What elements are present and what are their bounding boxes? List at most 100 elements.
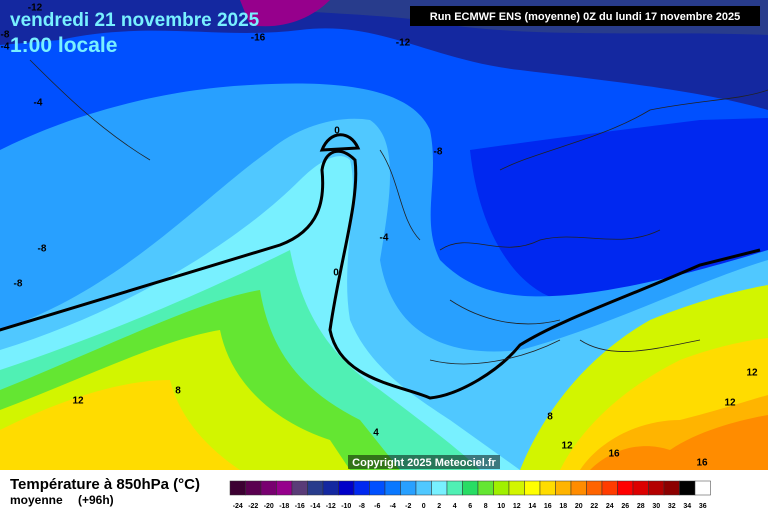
contour-label: 16 [696,458,708,469]
scale-tick-label: 22 [590,503,598,510]
scale-tick-label: -20 [264,503,274,510]
scale-swatch [229,480,246,496]
map-title: vendredi 21 novembre 2025 [10,10,260,31]
scale-tick-label: 36 [699,503,707,510]
contour-label: -12 [28,3,43,14]
scale-swatch [291,480,308,496]
legend-title: Température à 850hPa (°C) [10,476,200,493]
contour-label: -4 [34,98,43,109]
scale-swatch [493,480,510,496]
contour-label: 12 [72,396,84,407]
contour-label: 8 [547,412,553,423]
scale-tick-label: 8 [484,503,488,510]
scale-tick-label: -24 [233,503,243,510]
scale-swatch [617,480,634,496]
scale-tick-label: 4 [453,503,457,510]
scale-tick-label: 32 [668,503,676,510]
contour-label: 12 [724,398,736,409]
scale-tick-label: 30 [652,503,660,510]
scale-tick-label: 24 [606,503,614,510]
scale-tick-label: -8 [359,503,365,510]
contour-label: 16 [608,449,620,460]
scale-tick-label: -6 [374,503,380,510]
contour-label: -8 [14,279,23,290]
scale-tick-label: -4 [390,503,396,510]
scale-swatch [462,480,479,496]
copyright-banner [348,455,500,469]
scale-tick-label: -22 [248,503,258,510]
coastline [29,59,768,365]
contour-label: 12 [561,441,573,452]
scale-swatch [338,480,355,496]
contour-label: 8 [175,386,181,397]
scale-swatch [353,480,370,496]
scale-tick-label: -14 [310,503,320,510]
cold-core [240,0,330,27]
scale-tick-label: 14 [528,503,536,510]
scale-tick-label: -2 [405,503,411,510]
scale-tick-label: 20 [575,503,583,510]
scale-swatch [632,480,649,496]
contour-label: -12 [396,38,411,49]
scale-swatch [415,480,432,496]
contour-label: 0 [333,268,339,279]
scale-tick-label: -16 [295,503,305,510]
scale-tick-label: 18 [559,503,567,510]
scale-tick-label: 2 [437,503,441,510]
copyright: Copyright 2025 Meteociel.fr [352,457,496,469]
scale-swatch [276,480,293,496]
scale-swatch [307,480,324,496]
contour-label: -8 [434,147,443,158]
contour-label: -16 [251,33,266,44]
scale-swatch [477,480,494,496]
zero-isotherm [319,133,361,152]
scale-tick-label: 10 [497,503,505,510]
scale-swatch [586,480,603,496]
scale-swatch [539,480,556,496]
scale-swatch [431,480,448,496]
scale-swatch [648,480,665,496]
contour-label: -8 [1,30,10,41]
contour-label: 0 [334,126,340,137]
scale-swatch [555,480,572,496]
color-scale: -24 -22 -20 -18 -16 -14 -12 -10 -8 -6 -4 -2 0 2 4 6 8 10 1… [229,480,711,510]
scale-swatch [260,480,277,496]
legend-mode: moyenne [10,493,63,507]
scale-swatch [694,480,711,496]
scale-tick-label: 16 [544,503,552,510]
scale-tick-label: 34 [683,503,691,510]
scale-swatch [663,480,680,496]
run-banner [410,6,760,26]
zero-isotherm [0,149,761,400]
contour-label: -8 [38,244,47,255]
contour-label: 4 [373,428,379,439]
run-info: Run ECMWF ENS (moyenne) 0Z du lundi 17 n… [430,11,741,23]
contour-label: 12 [746,368,758,379]
scale-swatch [524,480,541,496]
scale-swatch [601,480,618,496]
scale-swatch [245,480,262,496]
scale-swatch [508,480,525,496]
hot-zone [590,415,768,470]
scale-swatch [679,480,696,496]
scale-tick-label: 0 [422,503,426,510]
scale-swatch [369,480,386,496]
scale-swatch [446,480,463,496]
map-subtitle: 1:00 locale [10,34,117,57]
scale-swatch [570,480,587,496]
contour-label: -4 [1,42,10,53]
contour-label: -4 [380,233,389,244]
scale-swatch [384,480,401,496]
scale-tick-label: -12 [326,503,336,510]
scale-tick-label: -10 [341,503,351,510]
scale-tick-label: 26 [621,503,629,510]
scale-tick-label: 28 [637,503,645,510]
legend-lead: (+96h) [78,493,114,507]
scale-tick-label: -18 [279,503,289,510]
scale-tick-label: 6 [468,503,472,510]
scale-tick-label: 12 [513,503,521,510]
scale-swatch [400,480,417,496]
warm-zone [0,380,240,470]
